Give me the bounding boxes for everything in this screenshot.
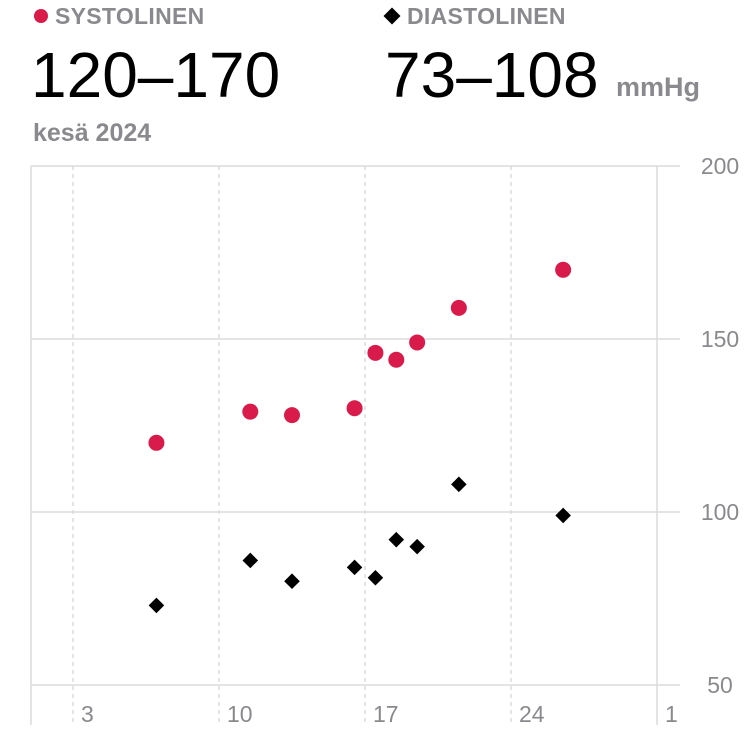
y-tick-label: 200: [701, 153, 739, 179]
systolic-point: [346, 400, 363, 417]
diastolic-series: [148, 476, 571, 614]
axis-ticks: 200 150 100 50 3 10 17 24 1: [81, 153, 739, 727]
systolic-point: [555, 261, 572, 278]
diastolic-point: [367, 569, 384, 586]
systolic-point: [450, 299, 467, 316]
diastolic-legend-label: DIASTOLINEN: [407, 3, 566, 29]
systolic-legend-dot-icon: [34, 9, 48, 23]
diastolic-point: [451, 476, 467, 493]
systolic-legend-label: SYSTOLINEN: [55, 3, 205, 29]
diastolic-point: [555, 507, 571, 524]
unit-label: mmHg: [616, 72, 700, 102]
diastolic-legend-diamond-icon: [383, 7, 401, 25]
y-tick-label: 150: [701, 326, 739, 352]
diastolic-point: [284, 573, 300, 589]
x-tick-label: 1: [665, 701, 678, 727]
diastolic-point: [148, 597, 165, 614]
x-tick-label: 3: [81, 701, 94, 727]
diastolic-point: [346, 559, 363, 576]
y-tick-label: 100: [701, 499, 739, 525]
systolic-point: [242, 403, 259, 420]
diastolic-range-value: 73–108: [385, 39, 599, 111]
systolic-point: [284, 407, 300, 424]
systolic-point: [148, 434, 165, 451]
chart-series: [148, 261, 572, 614]
systolic-point: [388, 351, 405, 368]
systolic-series: [148, 261, 572, 451]
header: SYSTOLINEN DIASTOLINEN 120–170 73–108 mm…: [31, 3, 700, 147]
period-label: kesä 2024: [33, 119, 151, 147]
x-tick-label: 10: [227, 701, 253, 727]
systolic-range-value: 120–170: [31, 39, 280, 111]
x-tick-label: 24: [519, 701, 545, 727]
x-tick-label: 17: [373, 701, 399, 727]
chart-grid: [30, 165, 680, 725]
systolic-point: [367, 344, 384, 361]
y-tick-label: 50: [707, 672, 733, 698]
diastolic-point: [388, 531, 405, 548]
diastolic-point: [409, 538, 425, 555]
diastolic-point: [242, 552, 259, 569]
systolic-point: [409, 334, 426, 351]
